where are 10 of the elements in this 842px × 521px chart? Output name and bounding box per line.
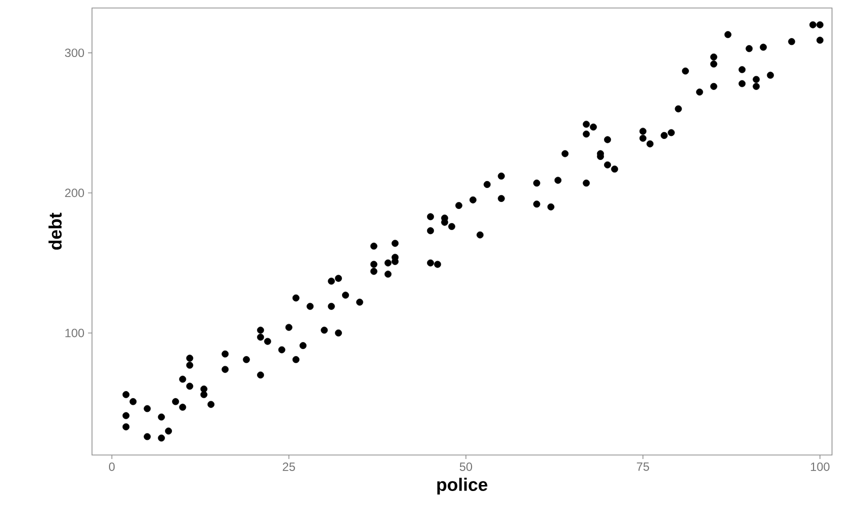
x-tick-label: 100: [810, 462, 830, 471]
x-axis-title: police: [437, 478, 488, 495]
x-tick-label: 0: [108, 462, 115, 471]
y-tick-label: 300: [65, 48, 84, 58]
y-axis-title: debt: [48, 212, 62, 250]
y-tick-label: 200: [65, 188, 84, 198]
y-tick-label: 100: [65, 328, 84, 338]
x-tick-label: 75: [636, 462, 650, 471]
x-tick-label: 25: [282, 462, 296, 471]
x-tick-label: 50: [460, 462, 472, 471]
